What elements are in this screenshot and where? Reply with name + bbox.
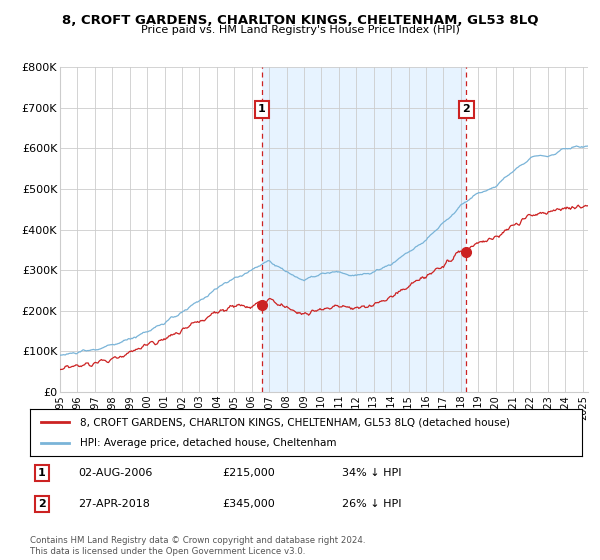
Text: 2: 2 <box>463 104 470 114</box>
Text: 2: 2 <box>38 499 46 509</box>
Text: 8, CROFT GARDENS, CHARLTON KINGS, CHELTENHAM, GL53 8LQ: 8, CROFT GARDENS, CHARLTON KINGS, CHELTE… <box>62 14 538 27</box>
Bar <box>262 67 466 392</box>
Text: HPI: Average price, detached house, Cheltenham: HPI: Average price, detached house, Chel… <box>80 438 336 448</box>
Text: 02-AUG-2006: 02-AUG-2006 <box>78 468 152 478</box>
Text: £345,000: £345,000 <box>222 499 275 509</box>
Text: 8, CROFT GARDENS, CHARLTON KINGS, CHELTENHAM, GL53 8LQ (detached house): 8, CROFT GARDENS, CHARLTON KINGS, CHELTE… <box>80 417 509 427</box>
Text: Price paid vs. HM Land Registry's House Price Index (HPI): Price paid vs. HM Land Registry's House … <box>140 25 460 35</box>
Text: Contains HM Land Registry data © Crown copyright and database right 2024.
This d: Contains HM Land Registry data © Crown c… <box>30 536 365 556</box>
Text: 34% ↓ HPI: 34% ↓ HPI <box>342 468 401 478</box>
Text: 27-APR-2018: 27-APR-2018 <box>78 499 150 509</box>
Text: £215,000: £215,000 <box>222 468 275 478</box>
Text: 26% ↓ HPI: 26% ↓ HPI <box>342 499 401 509</box>
Text: 1: 1 <box>258 104 266 114</box>
Text: 1: 1 <box>38 468 46 478</box>
